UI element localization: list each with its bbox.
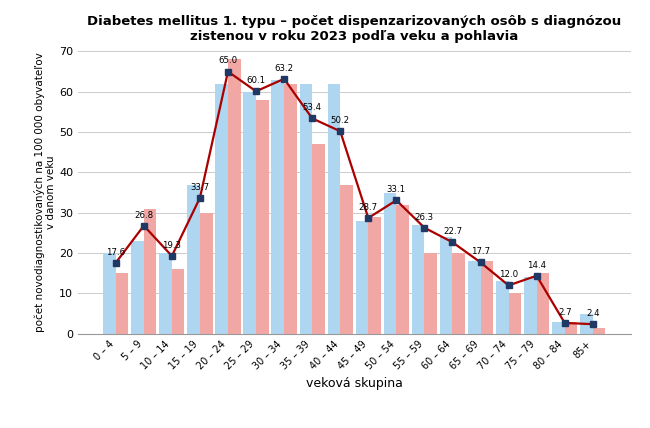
Text: 19.3: 19.3: [162, 241, 181, 250]
Bar: [312, 144, 325, 334]
Bar: [272, 80, 284, 334]
Text: 28.7: 28.7: [359, 203, 378, 212]
Bar: [243, 92, 256, 334]
Bar: [328, 83, 340, 334]
Bar: [580, 314, 593, 334]
Bar: [187, 184, 200, 334]
Bar: [144, 209, 157, 334]
Bar: [172, 269, 185, 334]
Bar: [256, 100, 268, 334]
Bar: [496, 281, 508, 334]
Legend: muži, ženy, spolu: muži, ženy, spolu: [237, 422, 471, 428]
Text: 60.1: 60.1: [246, 76, 266, 85]
Text: 12.0: 12.0: [499, 270, 518, 279]
Bar: [131, 241, 144, 334]
Bar: [200, 213, 213, 334]
Text: 53.4: 53.4: [303, 103, 322, 112]
Text: 26.3: 26.3: [415, 213, 434, 222]
Text: 50.2: 50.2: [331, 116, 350, 125]
Bar: [452, 253, 465, 334]
Title: Diabetes mellitus 1. typu – počet dispenzarizovaných osôb s diagnózou
zistenou v: Diabetes mellitus 1. typu – počet dispen…: [87, 15, 621, 43]
Bar: [411, 225, 424, 334]
Text: 2.4: 2.4: [586, 309, 599, 318]
Text: 17.7: 17.7: [471, 247, 490, 256]
Bar: [284, 83, 297, 334]
Bar: [369, 217, 381, 334]
Bar: [424, 253, 437, 334]
Text: 26.8: 26.8: [135, 211, 153, 220]
Bar: [396, 205, 409, 334]
Text: 63.2: 63.2: [274, 64, 294, 73]
Text: 33.1: 33.1: [387, 185, 406, 194]
Bar: [228, 59, 240, 334]
Text: 14.4: 14.4: [527, 261, 546, 270]
Bar: [356, 221, 369, 334]
Bar: [340, 184, 353, 334]
Bar: [300, 83, 312, 334]
Bar: [384, 193, 396, 334]
Y-axis label: počet novodiagnostikovaných na 100 000 obyvateľov
v danom veku: počet novodiagnostikovaných na 100 000 o…: [34, 53, 57, 333]
Text: 17.6: 17.6: [106, 248, 125, 257]
Bar: [524, 277, 537, 334]
Bar: [593, 328, 605, 334]
Bar: [440, 237, 452, 334]
Bar: [468, 261, 480, 334]
Text: 65.0: 65.0: [218, 56, 237, 65]
Text: 33.7: 33.7: [190, 183, 209, 192]
Bar: [508, 294, 521, 334]
Bar: [159, 253, 172, 334]
Bar: [215, 83, 228, 334]
Bar: [565, 322, 577, 334]
Bar: [537, 273, 549, 334]
Text: 22.7: 22.7: [443, 227, 462, 236]
Text: 2.7: 2.7: [558, 308, 571, 317]
Bar: [552, 322, 565, 334]
X-axis label: veková skupina: veková skupina: [306, 377, 403, 390]
Bar: [103, 253, 116, 334]
Bar: [480, 261, 493, 334]
Bar: [116, 273, 128, 334]
